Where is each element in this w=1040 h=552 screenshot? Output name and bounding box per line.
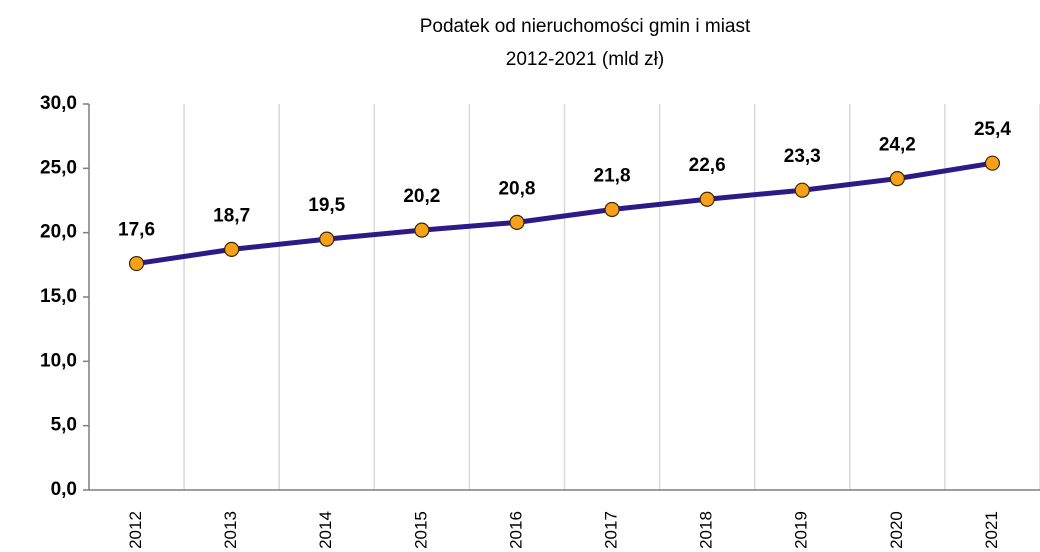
data-label: 21,8 bbox=[594, 166, 631, 187]
data-label: 20,2 bbox=[403, 186, 440, 207]
y-tick-label: 0,0 bbox=[51, 479, 77, 500]
y-tick-label: 20,0 bbox=[40, 222, 77, 243]
y-tick-label: 15,0 bbox=[40, 286, 77, 307]
data-label: 23,3 bbox=[784, 146, 821, 167]
x-tick-label: 2016 bbox=[506, 511, 525, 549]
y-tick-label: 25,0 bbox=[40, 157, 77, 178]
marker bbox=[604, 201, 620, 218]
data-label: 19,5 bbox=[308, 195, 345, 216]
marker bbox=[699, 191, 715, 207]
data-label: 24,2 bbox=[879, 135, 916, 156]
data-label: 22,6 bbox=[689, 155, 726, 176]
chart-subtitle: 2012-2021 (mld zł) bbox=[506, 49, 664, 70]
x-tick-label: 2019 bbox=[792, 511, 811, 549]
y-tick-label: 10,0 bbox=[40, 350, 77, 371]
x-tick-label: 2014 bbox=[316, 511, 335, 549]
data-label: 20,8 bbox=[498, 178, 535, 199]
data-label: 17,6 bbox=[118, 220, 155, 241]
y-tick-label: 30,0 bbox=[40, 93, 77, 114]
marker bbox=[984, 155, 1001, 171]
marker bbox=[224, 241, 240, 257]
x-tick-label: 2018 bbox=[697, 511, 716, 549]
line bbox=[136, 160, 993, 267]
data-label: 25,4 bbox=[974, 119, 1011, 140]
marker bbox=[794, 182, 810, 198]
x-tick-label: 2021 bbox=[982, 511, 1001, 549]
y-tick-label: 5,0 bbox=[51, 415, 77, 436]
x-tick-label: 2017 bbox=[602, 511, 621, 549]
x-tick-label: 2020 bbox=[887, 511, 906, 549]
marker bbox=[414, 222, 430, 238]
data-label: 18,7 bbox=[213, 205, 250, 226]
marker bbox=[509, 214, 525, 230]
x-tick-label: 2015 bbox=[411, 511, 430, 549]
marker bbox=[889, 171, 905, 187]
x-tick-label: 2013 bbox=[221, 511, 240, 549]
chart-title: Podatek od nieruchomości gmin i miast bbox=[420, 16, 751, 37]
marker bbox=[319, 231, 335, 247]
marker bbox=[128, 255, 145, 272]
x-tick-label: 2012 bbox=[126, 511, 145, 549]
